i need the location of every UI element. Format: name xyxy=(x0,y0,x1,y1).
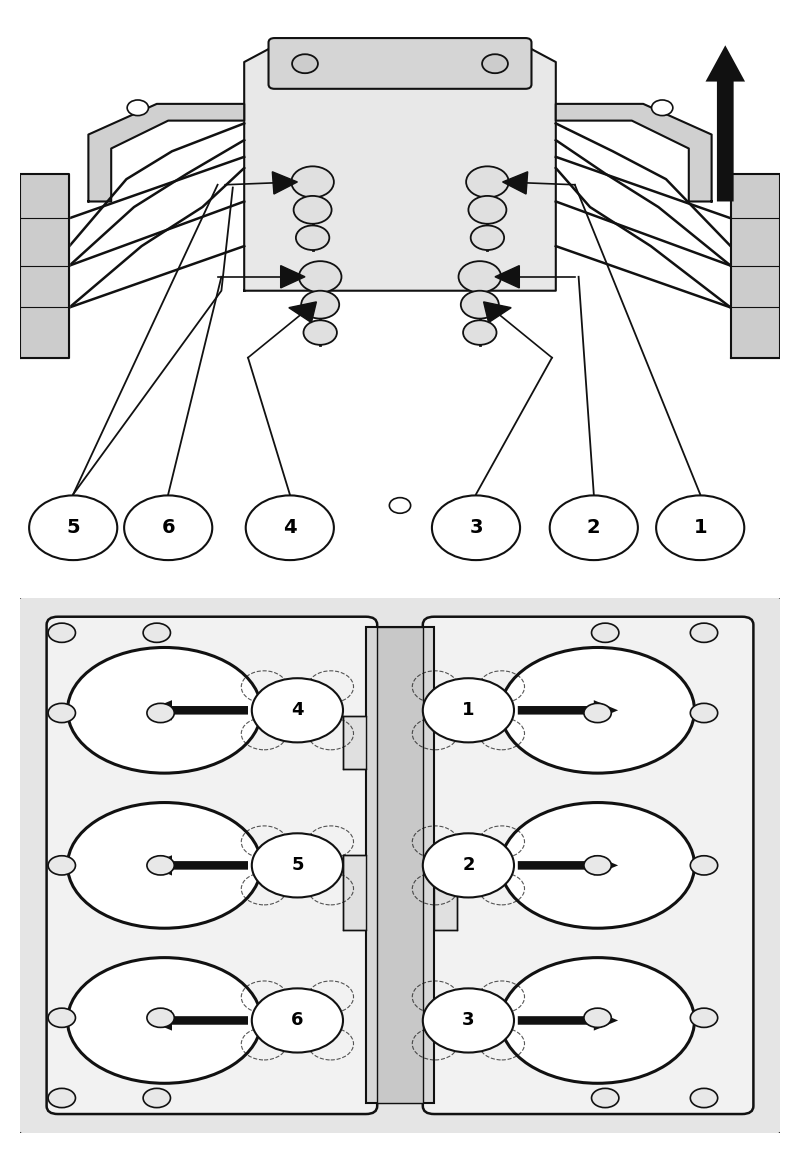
Polygon shape xyxy=(556,104,712,201)
Circle shape xyxy=(246,496,334,560)
FancyArrow shape xyxy=(518,700,618,720)
Circle shape xyxy=(147,1009,174,1027)
Circle shape xyxy=(291,167,334,198)
Circle shape xyxy=(48,1088,75,1107)
Bar xyxy=(434,854,457,929)
FancyBboxPatch shape xyxy=(46,616,378,1114)
Bar xyxy=(343,715,366,769)
Circle shape xyxy=(48,704,75,722)
FancyBboxPatch shape xyxy=(422,616,754,1114)
Ellipse shape xyxy=(67,647,262,773)
Polygon shape xyxy=(88,104,244,201)
Text: 2: 2 xyxy=(587,519,601,537)
Circle shape xyxy=(482,54,508,74)
Circle shape xyxy=(461,291,499,319)
Circle shape xyxy=(124,496,212,560)
Circle shape xyxy=(292,54,318,74)
Text: 5: 5 xyxy=(66,519,80,537)
Circle shape xyxy=(294,196,332,224)
Circle shape xyxy=(48,623,75,643)
Circle shape xyxy=(143,1088,170,1107)
Circle shape xyxy=(690,856,718,875)
Circle shape xyxy=(690,704,718,722)
Circle shape xyxy=(466,167,509,198)
Bar xyxy=(378,628,422,1103)
Circle shape xyxy=(252,678,343,743)
Circle shape xyxy=(591,623,619,643)
Circle shape xyxy=(584,856,611,875)
Polygon shape xyxy=(495,266,519,288)
Text: 6: 6 xyxy=(162,519,175,537)
Circle shape xyxy=(422,834,514,897)
FancyArrow shape xyxy=(148,1011,248,1030)
Circle shape xyxy=(690,1009,718,1027)
Text: 4: 4 xyxy=(283,519,297,537)
Circle shape xyxy=(656,496,744,560)
Circle shape xyxy=(143,623,170,643)
Text: 1: 1 xyxy=(694,519,707,537)
FancyArrow shape xyxy=(706,45,745,201)
Text: 5: 5 xyxy=(291,857,304,874)
Ellipse shape xyxy=(67,958,262,1083)
Circle shape xyxy=(458,261,501,292)
Circle shape xyxy=(463,321,497,345)
Circle shape xyxy=(550,496,638,560)
Polygon shape xyxy=(730,174,780,358)
FancyArrow shape xyxy=(148,856,248,875)
Circle shape xyxy=(147,704,174,722)
Circle shape xyxy=(147,856,174,875)
FancyBboxPatch shape xyxy=(12,592,787,1138)
Circle shape xyxy=(299,261,342,292)
Polygon shape xyxy=(244,40,556,291)
Circle shape xyxy=(584,1009,611,1027)
FancyArrow shape xyxy=(148,700,248,720)
Text: 3: 3 xyxy=(470,519,482,537)
Ellipse shape xyxy=(501,647,694,773)
Circle shape xyxy=(48,856,75,875)
Ellipse shape xyxy=(501,803,694,928)
Ellipse shape xyxy=(501,958,694,1083)
Polygon shape xyxy=(502,171,528,194)
Circle shape xyxy=(252,988,343,1052)
Circle shape xyxy=(690,1088,718,1107)
Text: 6: 6 xyxy=(291,1012,304,1029)
Circle shape xyxy=(651,100,673,116)
Bar xyxy=(343,854,366,929)
Text: 4: 4 xyxy=(291,702,304,719)
Polygon shape xyxy=(20,174,70,358)
Circle shape xyxy=(469,196,506,224)
Text: 2: 2 xyxy=(462,857,474,874)
Polygon shape xyxy=(289,301,317,323)
Circle shape xyxy=(301,291,339,319)
Text: 1: 1 xyxy=(462,702,474,719)
Circle shape xyxy=(470,225,504,250)
Circle shape xyxy=(29,496,118,560)
Circle shape xyxy=(303,321,337,345)
Circle shape xyxy=(422,988,514,1052)
Circle shape xyxy=(422,678,514,743)
Circle shape xyxy=(690,623,718,643)
Circle shape xyxy=(127,100,149,116)
Circle shape xyxy=(390,498,410,513)
FancyBboxPatch shape xyxy=(269,38,531,89)
Ellipse shape xyxy=(67,803,262,928)
Bar xyxy=(366,628,434,1103)
Text: 3: 3 xyxy=(462,1012,474,1029)
Circle shape xyxy=(432,496,520,560)
Circle shape xyxy=(48,1009,75,1027)
FancyArrow shape xyxy=(518,856,618,875)
Polygon shape xyxy=(272,171,298,194)
Polygon shape xyxy=(483,301,511,323)
Circle shape xyxy=(584,704,611,722)
Circle shape xyxy=(591,1088,619,1107)
Polygon shape xyxy=(281,266,305,288)
Circle shape xyxy=(252,834,343,897)
Circle shape xyxy=(296,225,330,250)
FancyArrow shape xyxy=(518,1011,618,1030)
